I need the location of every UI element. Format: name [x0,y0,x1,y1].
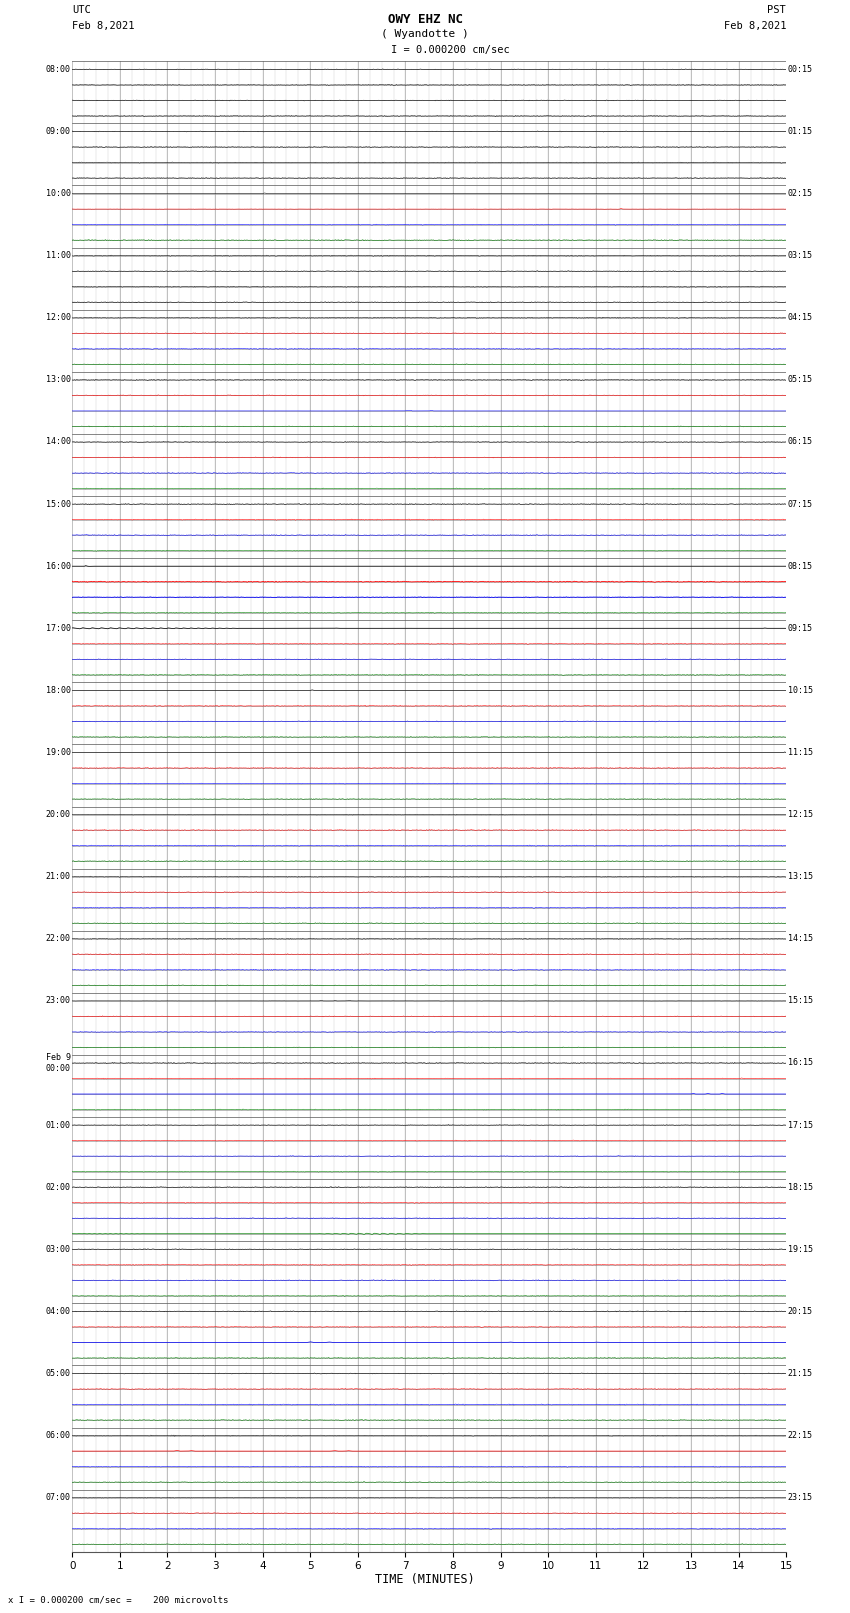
Text: 18:00: 18:00 [46,686,71,695]
Text: 06:15: 06:15 [788,437,813,447]
Text: I = 0.000200 cm/sec: I = 0.000200 cm/sec [391,45,510,55]
Text: 19:15: 19:15 [788,1245,813,1253]
Text: 01:00: 01:00 [46,1121,71,1129]
Text: 13:15: 13:15 [788,873,813,881]
Text: 22:15: 22:15 [788,1431,813,1440]
Text: 20:00: 20:00 [46,810,71,819]
Text: Feb 9
00:00: Feb 9 00:00 [46,1053,71,1073]
Text: 13:00: 13:00 [46,376,71,384]
Text: ( Wyandotte ): ( Wyandotte ) [381,29,469,39]
Text: 21:15: 21:15 [788,1369,813,1378]
Text: 03:15: 03:15 [788,252,813,260]
Text: OWY EHZ NC: OWY EHZ NC [388,13,462,26]
Text: 09:15: 09:15 [788,624,813,632]
Text: 10:00: 10:00 [46,189,71,198]
Text: 11:00: 11:00 [46,252,71,260]
Text: 09:00: 09:00 [46,127,71,135]
Text: 07:15: 07:15 [788,500,813,508]
Text: 06:00: 06:00 [46,1431,71,1440]
Text: PST: PST [768,5,786,15]
Text: Feb 8,2021: Feb 8,2021 [723,21,786,31]
Text: 12:15: 12:15 [788,810,813,819]
Text: 15:15: 15:15 [788,997,813,1005]
Text: 16:00: 16:00 [46,561,71,571]
Text: 08:00: 08:00 [46,65,71,74]
Text: 01:15: 01:15 [788,127,813,135]
Text: 10:15: 10:15 [788,686,813,695]
Text: 05:00: 05:00 [46,1369,71,1378]
Text: x I = 0.000200 cm/sec =    200 microvolts: x I = 0.000200 cm/sec = 200 microvolts [8,1595,229,1605]
Text: 11:15: 11:15 [788,748,813,756]
Text: 16:15: 16:15 [788,1058,813,1068]
Text: 04:00: 04:00 [46,1307,71,1316]
Text: 02:00: 02:00 [46,1182,71,1192]
Text: 00:15: 00:15 [788,65,813,74]
Text: 23:00: 23:00 [46,997,71,1005]
Text: 15:00: 15:00 [46,500,71,508]
Text: 21:00: 21:00 [46,873,71,881]
Text: 14:15: 14:15 [788,934,813,944]
Text: TIME (MINUTES): TIME (MINUTES) [375,1573,475,1586]
Text: 04:15: 04:15 [788,313,813,323]
Text: 02:15: 02:15 [788,189,813,198]
Text: 23:15: 23:15 [788,1494,813,1502]
Text: 20:15: 20:15 [788,1307,813,1316]
Text: 07:00: 07:00 [46,1494,71,1502]
Text: 08:15: 08:15 [788,561,813,571]
Text: 12:00: 12:00 [46,313,71,323]
Text: UTC: UTC [72,5,91,15]
Text: 19:00: 19:00 [46,748,71,756]
Text: 14:00: 14:00 [46,437,71,447]
Text: 22:00: 22:00 [46,934,71,944]
Text: 18:15: 18:15 [788,1182,813,1192]
Text: 17:00: 17:00 [46,624,71,632]
Text: Feb 8,2021: Feb 8,2021 [72,21,135,31]
Text: 03:00: 03:00 [46,1245,71,1253]
Text: 05:15: 05:15 [788,376,813,384]
Text: 17:15: 17:15 [788,1121,813,1129]
